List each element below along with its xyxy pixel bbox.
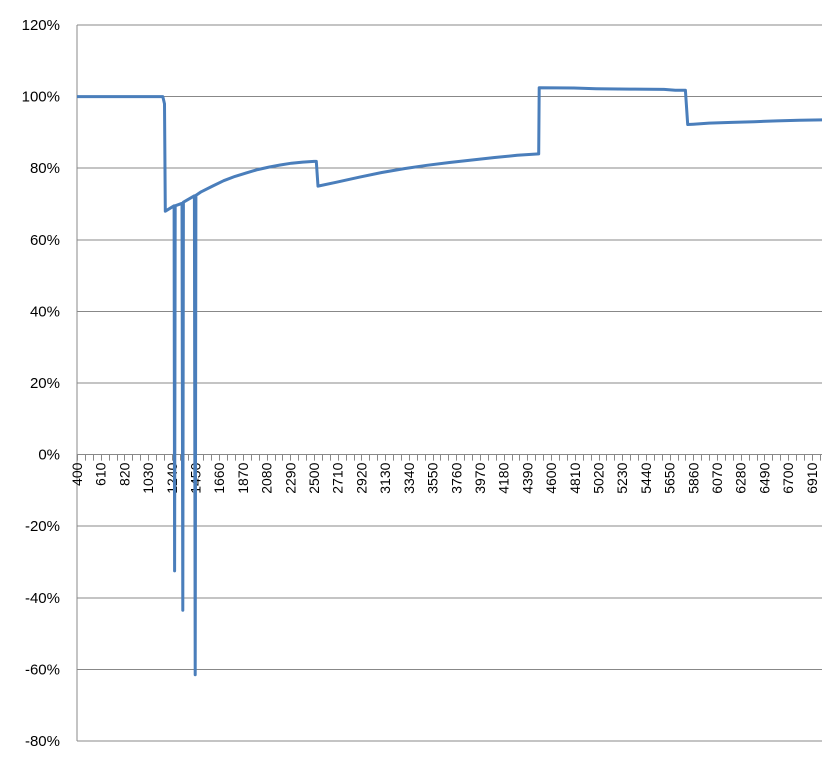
y-tick-label: -60% [25,661,60,678]
x-tick-label: 3130 [377,462,393,493]
x-tick-label: 2290 [282,462,298,493]
y-tick-label: 100% [22,89,60,106]
x-tick-label: 6490 [756,462,772,493]
x-tick-label: 1660 [211,462,227,493]
y-tick-label: -20% [25,518,60,535]
x-tick-label: 3340 [401,462,417,493]
x-tick-labels: 400 610 820 1030 1240 1450 1660 1870 2080 2290 250… [69,462,820,493]
x-tick-label: 4810 [567,462,583,493]
x-tick-label: 5440 [638,462,654,493]
x-tick-label: 4600 [543,462,559,493]
y-tick-label: 80% [30,160,60,177]
x-tick-label: 4390 [519,462,535,493]
x-tick-label: 6700 [780,462,796,493]
x-tick-label: 3550 [425,462,441,493]
axes [76,25,822,741]
x-tick-label: 6070 [709,462,725,493]
y-tick-label: 40% [30,303,60,320]
x-tick-label: 5020 [591,462,607,493]
x-tick-label: 5860 [685,462,701,493]
x-tick-label: 5650 [662,462,678,493]
y-tick-label: 120% [22,17,60,34]
x-tick-label: 5230 [614,462,630,493]
x-tick-label: 2080 [259,462,275,493]
series [77,86,823,677]
y-tick-labels: 120% 100% 80% 60% 40% 20% 0% -20% -40% -60% -80% [22,17,60,750]
x-tick-label: 400 [69,462,85,486]
y-tick-label: 20% [30,375,60,392]
x-tick-label: 3760 [448,462,464,493]
x-tick-label: 2920 [353,462,369,493]
x-tick-label: 610 [93,462,109,486]
x-tick-label: 3970 [472,462,488,493]
x-tick-label: 6280 [733,462,749,493]
y-tick-label: 60% [30,232,60,249]
y-tick-label: -40% [25,590,60,607]
x-tick-label: 4180 [496,462,512,493]
x-tick-label: 820 [116,462,132,486]
x-tick-label: 1870 [235,462,251,493]
x-tick-label: 1030 [140,462,156,493]
y-tick-label: 0% [38,447,60,464]
y-tick-label: -80% [25,733,60,750]
x-tick-label: 6910 [804,462,820,493]
x-tick-label: 1240 [164,462,180,493]
gridlines [77,24,822,742]
x-tick-label: 2500 [306,462,322,493]
x-tick-label: 2710 [330,462,346,493]
series-line-1 [77,86,823,677]
